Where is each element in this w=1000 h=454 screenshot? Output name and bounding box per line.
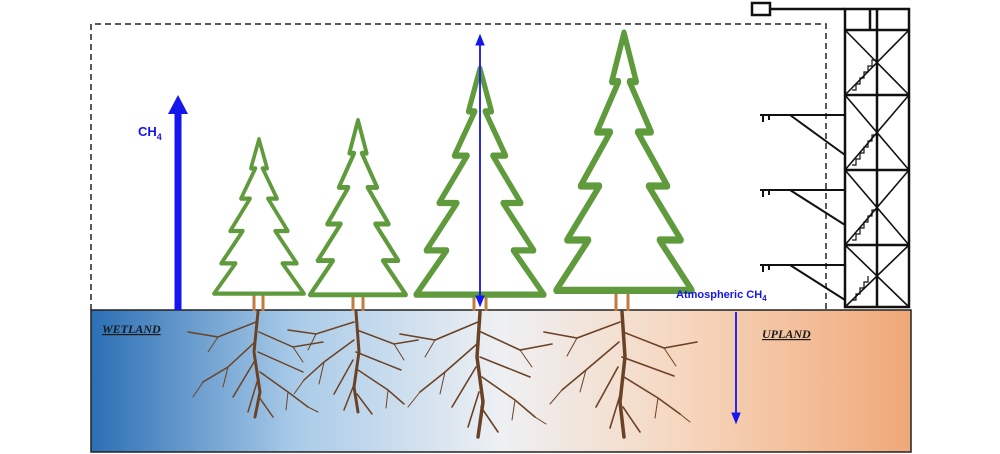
upland-label: UPLAND <box>762 327 811 341</box>
eddy-covariance-boundary <box>90 23 827 310</box>
tree-4-roots <box>543 310 698 439</box>
tree-icon <box>310 120 406 294</box>
tree-icon <box>556 33 692 290</box>
tree-3-roots <box>399 310 553 439</box>
tree-1-roots <box>187 310 324 419</box>
tree-icon <box>214 139 304 293</box>
flux-tower-icon <box>750 1 911 309</box>
ch4-label: CH4 <box>138 124 162 142</box>
tree-height-arrow <box>475 33 485 308</box>
atmospheric-uptake-arrow <box>731 312 741 425</box>
ch4-emission-arrow <box>168 95 188 310</box>
roots-icon <box>187 310 698 439</box>
trees <box>214 33 692 295</box>
wetland-label: WETLAND <box>102 322 161 336</box>
tree-2-roots <box>287 310 419 415</box>
atmospheric-ch4-label: Atmospheric CH4 <box>676 289 767 303</box>
